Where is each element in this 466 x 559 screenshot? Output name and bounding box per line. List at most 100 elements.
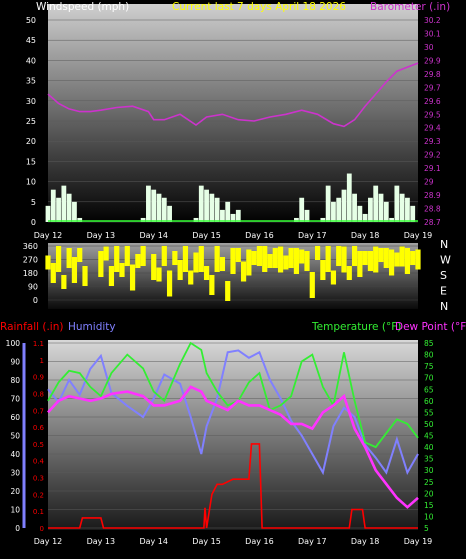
direction-point (404, 248, 411, 274)
humidity-tick-label: 0 (15, 524, 20, 533)
wind-bar (72, 201, 77, 222)
direction-point (256, 246, 263, 266)
wind-bar (198, 185, 204, 222)
wind-bar (394, 185, 400, 222)
temp-x-tick-label: Day 15 (192, 537, 221, 546)
direction-point (277, 246, 284, 273)
direction-point (198, 246, 204, 272)
rain-tick-label: 0.7 (33, 407, 44, 415)
wind-x-tick-label: Day 12 (34, 231, 63, 240)
direction-point (114, 246, 120, 272)
rainfall-axis-title: Rainfall (.in) (0, 321, 63, 333)
wind-bar (209, 193, 215, 222)
wind-bar (389, 217, 394, 222)
wind-bar (214, 197, 220, 222)
barometer-tick-label: 29.3 (424, 137, 441, 146)
wind-x-tick-label: Day 19 (404, 231, 433, 240)
direction-point (325, 246, 331, 272)
temp-x-tick-label: Day 18 (351, 537, 380, 546)
rain-tick-label: 0.4 (33, 458, 45, 466)
wind-bar (146, 185, 151, 222)
wind-tick-label: 25 (26, 117, 36, 126)
direction-point (55, 246, 62, 272)
direction-point (140, 246, 146, 266)
direction-point (50, 263, 56, 283)
humidity-tick-label: 30 (10, 469, 20, 478)
direction-point (388, 249, 395, 276)
wind-x-tick-label: Day 16 (245, 231, 274, 240)
direction-point (293, 248, 300, 274)
barometer-tick-label: 28.8 (424, 205, 441, 214)
barometer-tick-label: 29.2 (424, 151, 441, 160)
humidity-tick-label: 80 (10, 376, 20, 385)
wind-x-tick-label: Day 15 (192, 231, 221, 240)
direction-point (193, 252, 199, 273)
direction-point (415, 249, 421, 270)
direction-point (172, 251, 178, 265)
wind-bar (61, 185, 67, 222)
temp-x-tick-label: Day 17 (298, 537, 327, 546)
wind-bar (50, 189, 56, 222)
wind-bar (399, 193, 405, 222)
wind-bar (368, 197, 373, 222)
wind-axis-title: Windspeed (mph) (36, 1, 129, 13)
wind-bar (220, 209, 225, 222)
direction-point (203, 266, 210, 280)
direction-point (235, 248, 241, 262)
rain-tick-label: 0.8 (33, 390, 44, 398)
wind-tick-label: 5 (31, 198, 36, 207)
wind-x-tick-label: Day 14 (139, 231, 168, 240)
humidity-tick-label: 20 (10, 487, 20, 496)
wind-bar (373, 185, 379, 222)
temp-x-tick-label: Day 12 (34, 537, 63, 546)
direction-point (71, 257, 78, 283)
direction-point (399, 246, 405, 267)
wind-bar (235, 209, 241, 222)
barometer-axis-title: Barometer (.in) (370, 1, 450, 13)
wind-bar (320, 217, 326, 222)
humidity-tick-label: 70 (10, 395, 20, 404)
direction-point (82, 266, 88, 286)
direction-tick-label: 270 (23, 256, 38, 265)
wind-bar (56, 197, 61, 222)
wind-bar (304, 209, 310, 222)
compass-label: N (440, 238, 448, 251)
barometer-tick-label: 29.8 (424, 70, 441, 79)
temp-x-tick-label: Day 14 (139, 537, 168, 546)
rain-tick-label: 0.5 (33, 441, 44, 449)
barometer-tick-label: 29.9 (424, 56, 441, 65)
wind-tick-label: 35 (26, 77, 36, 86)
compass-label: N (440, 300, 448, 313)
wind-bar (405, 197, 410, 222)
direction-point (346, 266, 352, 280)
barometer-tick-label: 29.4 (424, 124, 441, 133)
wind-bar (230, 213, 236, 222)
direction-point (314, 246, 321, 260)
temp-tick-label: 35 (424, 455, 434, 464)
rain-tick-label: 0.2 (33, 491, 44, 499)
wind-bar (331, 201, 336, 222)
wind-tick-label: 20 (26, 137, 36, 146)
temp-tick-label: 85 (424, 339, 434, 348)
direction-point (362, 251, 368, 265)
temp-x-tick-label: Day 13 (87, 537, 116, 546)
barometer-tick-label: 29.7 (424, 83, 441, 92)
wind-bar (161, 197, 167, 222)
direction-point (283, 255, 289, 270)
direction-point (156, 267, 162, 282)
temp-panel (48, 340, 418, 530)
wind-bar (204, 189, 209, 222)
direction-point (182, 246, 189, 272)
temp-tick-label: 80 (424, 351, 434, 360)
wind-bar (362, 213, 368, 222)
temp-tick-label: 20 (424, 489, 434, 498)
direction-point (230, 248, 236, 274)
direction-tick-label: 360 (23, 242, 38, 251)
direction-point (299, 249, 305, 264)
wind-bar (299, 197, 305, 222)
rain-tick-label: 0 (40, 525, 44, 533)
direction-point (119, 263, 125, 277)
direction-tick-label: 90 (28, 283, 38, 292)
wind-bar (225, 201, 231, 222)
temp-tick-label: 10 (424, 512, 434, 521)
